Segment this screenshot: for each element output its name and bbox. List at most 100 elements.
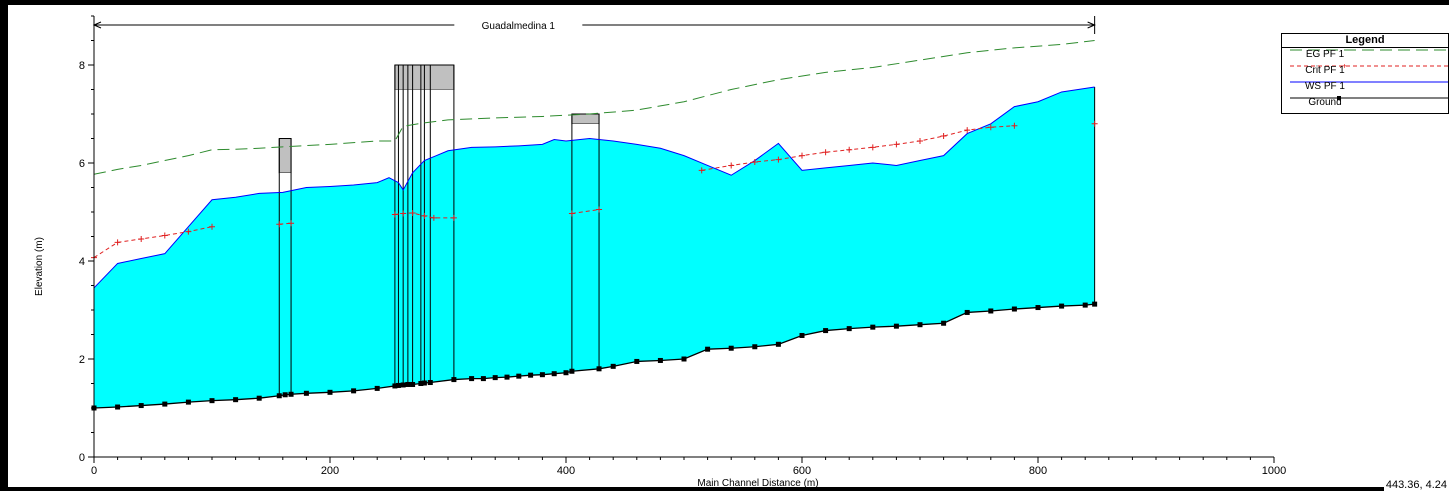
ground-point xyxy=(395,382,401,388)
ground-point xyxy=(374,385,380,391)
y-tick-label: 4 xyxy=(79,256,85,268)
crit-pf1-line xyxy=(394,212,454,219)
crit-pf1-point xyxy=(940,133,947,140)
ground-point xyxy=(728,345,734,351)
crit-pf1-point xyxy=(893,141,900,148)
x-tick-label: 1000 xyxy=(1262,465,1286,477)
cursor-coordinate-readout: 443.36, 4.24 xyxy=(1383,479,1449,491)
bridge-deck xyxy=(278,138,292,174)
x-tick-label: 0 xyxy=(91,465,97,477)
reach-arrow-left xyxy=(92,21,102,29)
x-tick-label: 600 xyxy=(793,465,811,477)
ground-point xyxy=(256,395,262,401)
ground-point xyxy=(799,332,805,338)
ground-point xyxy=(162,401,168,407)
ground-point xyxy=(400,382,406,388)
legend-title: Legend xyxy=(1282,34,1448,48)
crit-pf1-point xyxy=(421,212,428,219)
ground-point xyxy=(492,375,498,381)
y-tick-label: 0 xyxy=(79,452,85,464)
crit-pf1-point xyxy=(728,162,735,169)
water-area-fill xyxy=(94,87,1095,409)
crit-pf1-point xyxy=(917,137,923,144)
ground-point xyxy=(469,376,475,382)
ground-point xyxy=(209,398,215,404)
ground-point xyxy=(917,322,923,328)
crit-pf1-point xyxy=(568,210,575,217)
crit-pf1-point xyxy=(987,124,994,131)
chart-title: Guadalmedina 1 xyxy=(482,21,556,32)
ground-point xyxy=(539,372,545,378)
bridge-opening xyxy=(279,172,292,187)
ground-point xyxy=(964,309,970,315)
y-tick-label: 8 xyxy=(79,60,85,72)
ground-point xyxy=(1082,302,1088,308)
reach-title-bar: Guadalmedina 1 xyxy=(92,16,1096,34)
crit-pf1-line xyxy=(701,125,1015,171)
legend-label-ws: WS PF 1 xyxy=(1304,81,1345,92)
crit-pf1-point xyxy=(450,214,457,221)
crit-pf1-point xyxy=(775,156,782,163)
bridge-deck xyxy=(571,113,600,125)
crit-pf1-point xyxy=(161,232,168,239)
ground-point xyxy=(392,383,398,389)
crit-pf1-point xyxy=(869,144,876,151)
ground-point xyxy=(988,308,994,314)
ground-point xyxy=(596,366,602,372)
crit-pf1-point xyxy=(138,235,145,242)
crit-pf1-point xyxy=(400,210,407,217)
ground-point xyxy=(846,326,852,332)
crit-pf1-point xyxy=(596,206,603,213)
ground-point xyxy=(941,320,947,326)
ground-point xyxy=(351,388,357,394)
legend-entry-eg: EG PF 1 xyxy=(1282,48,1448,64)
legend-label-eg: EG PF 1 xyxy=(1305,49,1345,60)
ground-point xyxy=(893,323,899,329)
ground-point xyxy=(327,389,333,395)
ground-point xyxy=(563,370,569,376)
ground-point xyxy=(138,403,144,409)
ground-point xyxy=(410,381,416,387)
legend: Legend EG PF 1 + Crit PF 1 WS PF 1 Groun… xyxy=(1281,33,1449,114)
ground-point xyxy=(775,341,781,347)
crit-pf1-point xyxy=(698,167,705,174)
crit-pf1-point xyxy=(751,159,758,166)
ground-point xyxy=(1011,306,1017,312)
ground-point xyxy=(115,404,121,410)
crit-pf1-point xyxy=(114,239,121,246)
ground-point xyxy=(427,380,433,386)
crit-pf1-line xyxy=(571,209,600,214)
crit-pf1-point xyxy=(288,220,295,227)
crit-pf1-point xyxy=(209,223,215,230)
ground-point xyxy=(504,374,510,380)
ground-point xyxy=(1059,303,1065,309)
legend-label-ground: Ground xyxy=(1308,97,1342,108)
ground-point xyxy=(705,346,711,352)
ground-point xyxy=(303,390,309,396)
ws-pf1-line xyxy=(93,86,1095,289)
plot-canvas: 0 200 400 600 800 1000 0 2 4 6 8 Main Channel Dista… xyxy=(8,5,1449,489)
x-tick-label: 200 xyxy=(321,465,339,477)
crit-pf1-point xyxy=(846,146,853,153)
ground-point xyxy=(233,397,239,403)
y-axis-title: Elevation (m) xyxy=(34,237,45,296)
ground-point xyxy=(451,377,457,383)
x-tick-label: 400 xyxy=(557,465,575,477)
bridge-structure xyxy=(571,113,600,372)
crit-pf1-point xyxy=(964,127,971,134)
ground-point xyxy=(1035,305,1041,311)
crit-pf1-point xyxy=(822,149,829,156)
ground-point xyxy=(634,358,640,364)
legend-label-crit: Crit PF 1 xyxy=(1305,65,1345,76)
svg-text:+: + xyxy=(1342,64,1347,71)
ground-point xyxy=(421,380,427,386)
crit-pf1-point xyxy=(799,152,805,159)
ground-point xyxy=(528,372,534,378)
ground-point xyxy=(288,391,294,397)
eg-pf1-line xyxy=(93,40,1095,175)
legend-entry-crit: + Crit PF 1 xyxy=(1282,64,1448,80)
ground-point xyxy=(1092,301,1098,307)
crit-pf1-line xyxy=(93,226,213,258)
ground-point xyxy=(657,357,663,363)
